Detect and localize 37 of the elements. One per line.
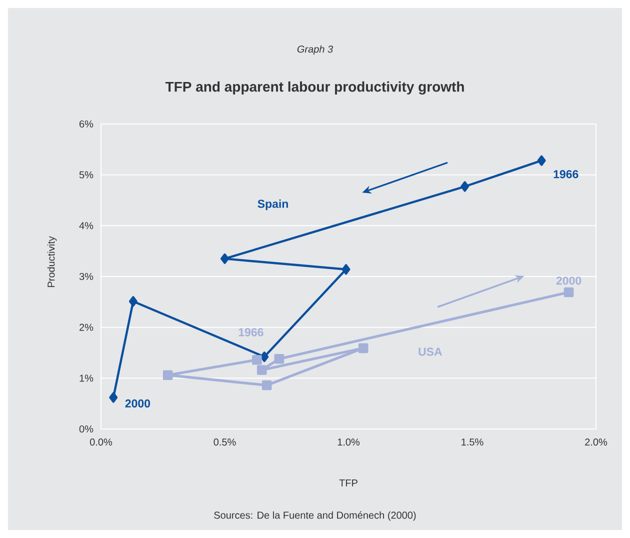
point bbox=[262, 380, 272, 390]
point bbox=[342, 264, 350, 275]
y-tick-label: 5% bbox=[79, 171, 94, 178]
series-label: USA bbox=[418, 348, 442, 356]
point bbox=[220, 253, 230, 264]
point bbox=[460, 181, 470, 192]
x-tick-label: 0.0% bbox=[90, 438, 112, 446]
y-tick-label: 0% bbox=[79, 425, 94, 433]
y-tick-label: 3% bbox=[79, 272, 94, 280]
x-tick-label: 0.5% bbox=[214, 438, 236, 446]
point bbox=[260, 352, 269, 362]
point bbox=[128, 296, 138, 307]
point bbox=[537, 155, 546, 166]
annotation: 2000 bbox=[125, 399, 150, 408]
point bbox=[252, 354, 262, 365]
point bbox=[109, 392, 118, 403]
y-tick-label: 4% bbox=[79, 222, 94, 230]
text: Spain bbox=[258, 199, 288, 210]
point bbox=[256, 365, 267, 375]
point bbox=[162, 370, 173, 380]
chart-title: TFP and apparent labour productivity growth bbox=[165, 81, 464, 95]
point bbox=[274, 354, 284, 364]
point bbox=[358, 343, 368, 354]
y-tick-label: 2% bbox=[80, 324, 94, 331]
annotation: 2000 bbox=[556, 276, 582, 285]
chart-subtitle: Graph 3 bbox=[297, 45, 333, 55]
x-axis-title: TFP bbox=[339, 480, 358, 486]
x-tick-label: 1.5% bbox=[462, 438, 484, 446]
annotation: 1966 bbox=[238, 328, 264, 336]
y-tick-label: 1% bbox=[80, 374, 94, 382]
y-tick-label: 6% bbox=[80, 120, 94, 128]
annotation: 1966 bbox=[554, 170, 578, 178]
source-note: Sources: De la Fuente and Doménech (2000) bbox=[214, 511, 416, 521]
x-tick-label: 1.0% bbox=[338, 438, 360, 446]
x-tick-label: 2.0% bbox=[585, 438, 608, 446]
point bbox=[564, 287, 574, 298]
y-axis-title: Productivity bbox=[47, 236, 57, 288]
